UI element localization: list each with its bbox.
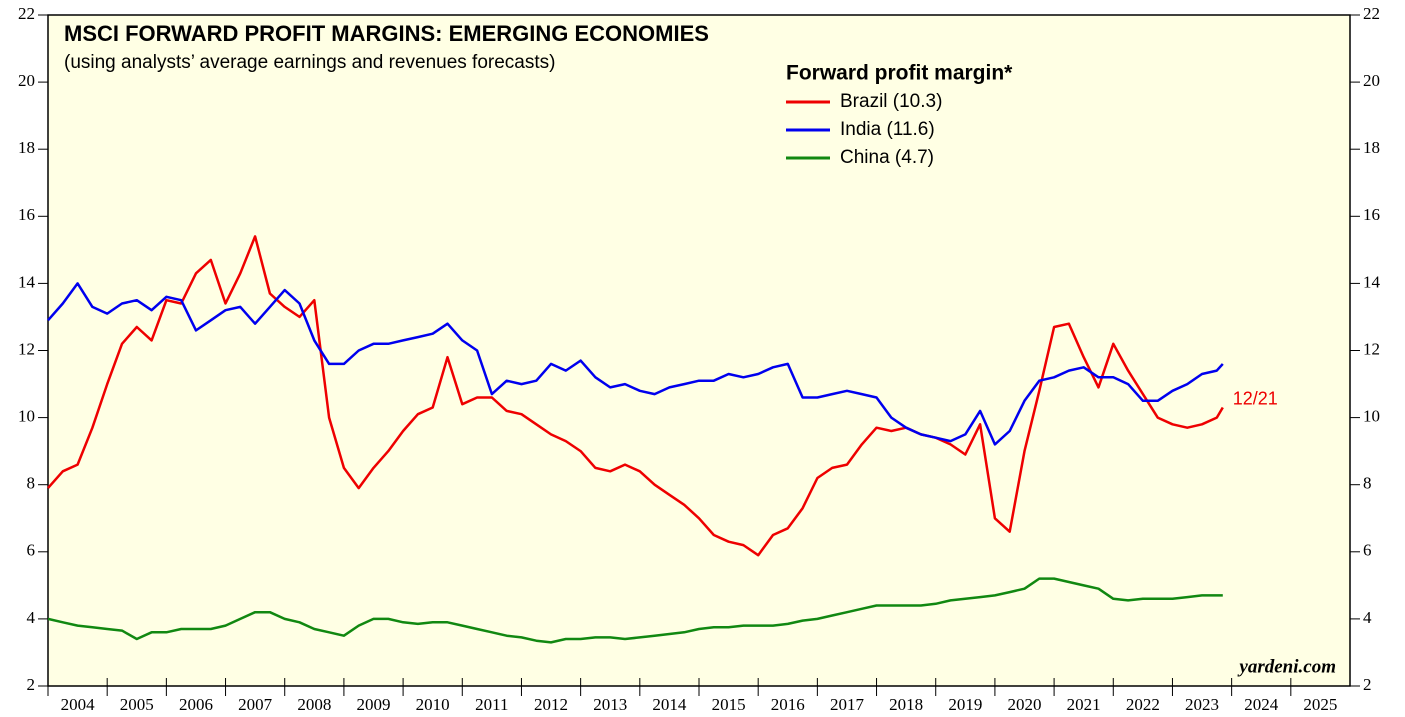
y-tick-label: 10 — [18, 407, 35, 426]
x-tick-label: 2009 — [357, 695, 391, 714]
x-tick-label: 2008 — [297, 695, 331, 714]
x-tick-label: 2006 — [179, 695, 213, 714]
chart-subtitle: (using analysts’ average earnings and re… — [64, 52, 555, 73]
y-tick-label: 6 — [27, 541, 36, 560]
x-tick-label: 2021 — [1067, 695, 1101, 714]
legend-label: India (11.6) — [840, 119, 935, 140]
y-tick-label: 16 — [18, 205, 35, 224]
x-tick-label: 2010 — [416, 695, 450, 714]
y2-tick-label: 8 — [1363, 474, 1372, 493]
y2-tick-label: 16 — [1363, 205, 1380, 224]
y2-tick-label: 6 — [1363, 541, 1372, 560]
y-tick-label: 8 — [27, 474, 36, 493]
x-tick-label: 2018 — [889, 695, 923, 714]
x-tick-label: 2016 — [771, 695, 805, 714]
series-line — [47, 282, 1224, 446]
series-line — [47, 235, 1224, 557]
source-label: yardeni.com — [1237, 656, 1336, 677]
x-tick-label: 2011 — [475, 695, 508, 714]
legend-title: Forward profit margin* — [786, 62, 1013, 85]
y2-tick-label: 4 — [1363, 608, 1372, 627]
y2-tick-label: 22 — [1363, 4, 1380, 23]
y-tick-label: 22 — [18, 4, 35, 23]
x-tick-label: 2024 — [1244, 695, 1279, 714]
y-tick-label: 12 — [18, 339, 35, 358]
legend-label: Brazil (10.3) — [840, 91, 942, 112]
x-tick-label: 2025 — [1303, 695, 1337, 714]
x-tick-label: 2004 — [61, 695, 96, 714]
x-tick-label: 2012 — [534, 695, 568, 714]
legend-label: China (4.7) — [840, 147, 934, 168]
series-line — [47, 577, 1223, 644]
x-tick-label: 2020 — [1008, 695, 1042, 714]
x-tick-label: 2017 — [830, 695, 865, 714]
x-tick-label: 2005 — [120, 695, 154, 714]
y-tick-label: 2 — [27, 675, 36, 694]
x-tick-label: 2019 — [948, 695, 982, 714]
y2-tick-label: 10 — [1363, 407, 1380, 426]
y-tick-label: 18 — [18, 138, 35, 157]
chart-title: MSCI FORWARD PROFIT MARGINS: EMERGING EC… — [64, 21, 709, 46]
end-label: 12/21 — [1233, 388, 1278, 408]
x-tick-label: 2023 — [1185, 695, 1219, 714]
x-tick-label: 2007 — [238, 695, 273, 714]
y-tick-label: 4 — [27, 608, 36, 627]
y2-tick-label: 20 — [1363, 71, 1380, 90]
plot-area — [47, 14, 1351, 687]
x-tick-label: 2022 — [1126, 695, 1160, 714]
y-tick-label: 14 — [18, 272, 36, 291]
y-tick-label: 20 — [18, 71, 35, 90]
x-tick-label: 2015 — [712, 695, 746, 714]
y2-tick-label: 2 — [1363, 675, 1372, 694]
y2-tick-label: 18 — [1363, 138, 1380, 157]
x-tick-label: 2013 — [593, 695, 627, 714]
x-tick-label: 2014 — [652, 695, 687, 714]
y2-tick-label: 14 — [1363, 272, 1381, 291]
y2-tick-label: 12 — [1363, 339, 1380, 358]
